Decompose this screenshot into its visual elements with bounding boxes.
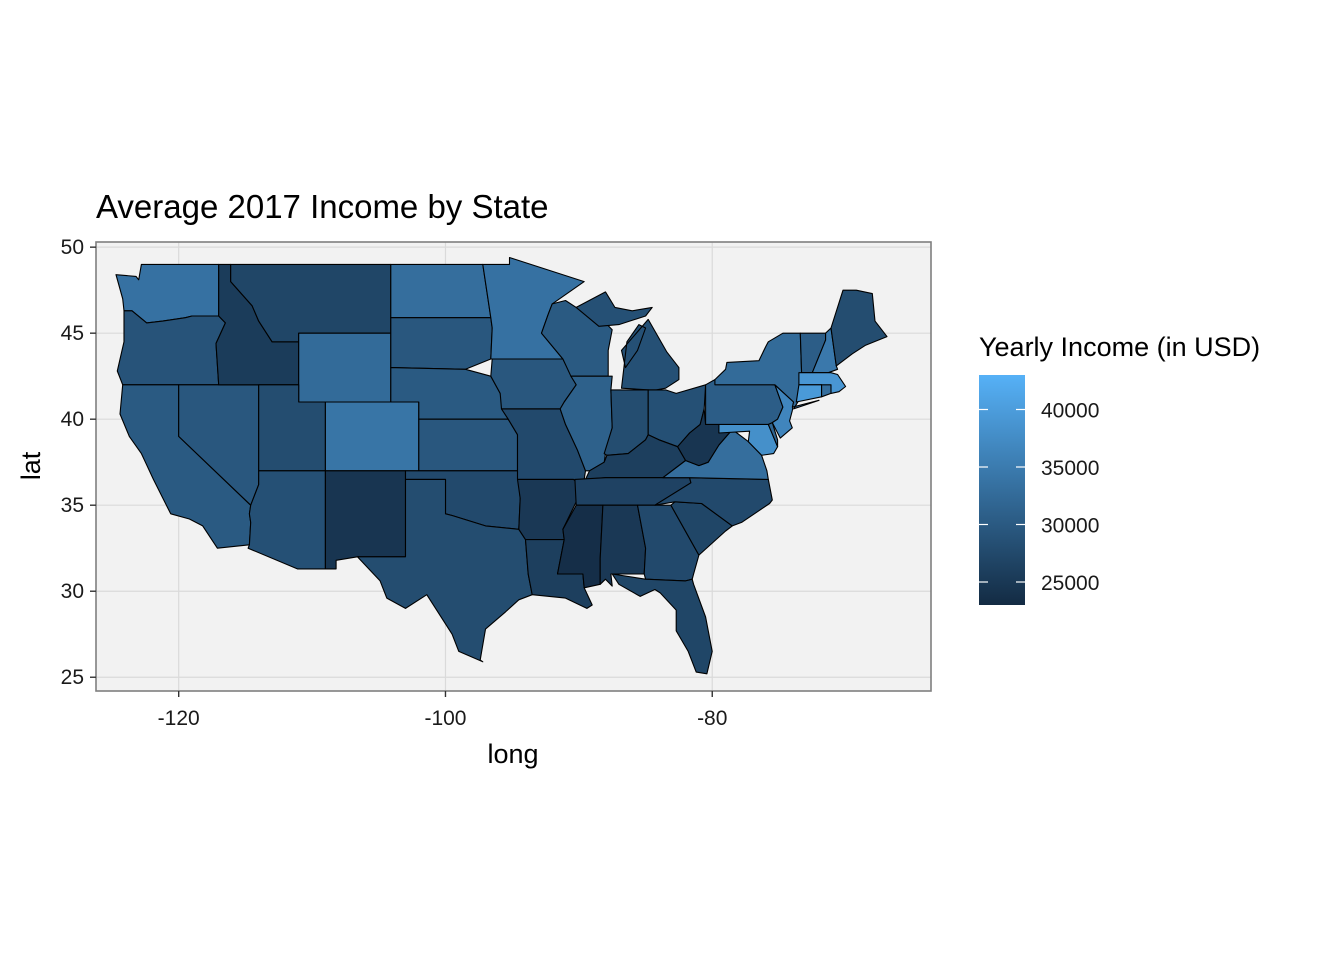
state-maine [830,289,888,367]
legend-break-label: 25000 [1041,572,1099,595]
state-rhode-island [821,384,832,398]
chart-title: Average 2017 Income by State [96,188,549,225]
x-tick-label: -120 [158,707,200,730]
state-mississippi [556,504,604,589]
state-michigan-upper [575,291,653,327]
legend-colorbar [979,375,1025,605]
y-tick-label: 25 [61,666,84,689]
legend-break-label: 35000 [1041,457,1099,480]
state-alabama [599,504,647,587]
legend-title: Yearly Income (in USD) [979,332,1260,362]
state-michigan [620,318,680,391]
state-south-dakota [390,317,493,370]
legend: Yearly Income (in USD) 25000 30000 35000 40… [979,332,1260,605]
state-north-dakota [390,263,492,319]
legend-break-label: 40000 [1041,400,1099,423]
state-wyoming [298,332,392,403]
x-tick-label: -80 [697,707,727,730]
state-pennsylvania [705,379,784,425]
y-tick-label: 30 [61,580,84,603]
y-axis: 25 30 35 40 45 50 [61,236,96,689]
x-axis-label: long [487,739,538,769]
state-north-carolina [654,477,773,527]
y-tick-label: 40 [61,408,84,431]
state-new-mexico [324,470,407,570]
legend-ticks: 25000 30000 35000 40000 [979,400,1099,595]
state-florida [611,573,713,675]
plot-panel-border [95,241,932,692]
y-tick-label: 35 [61,494,84,517]
x-tick-label: -100 [424,707,466,730]
state-oregon [116,310,226,386]
y-tick-label: 50 [61,236,84,259]
y-axis-label: lat [16,451,46,480]
state-colorado [324,401,420,472]
state-iowa [490,358,577,410]
state-texas [356,478,533,663]
x-axis: -120 -100 -80 [158,691,727,730]
legend-break-label: 30000 [1041,515,1099,538]
y-tick-label: 45 [61,322,84,345]
state-kansas [418,418,519,472]
state-polygons [115,256,888,675]
